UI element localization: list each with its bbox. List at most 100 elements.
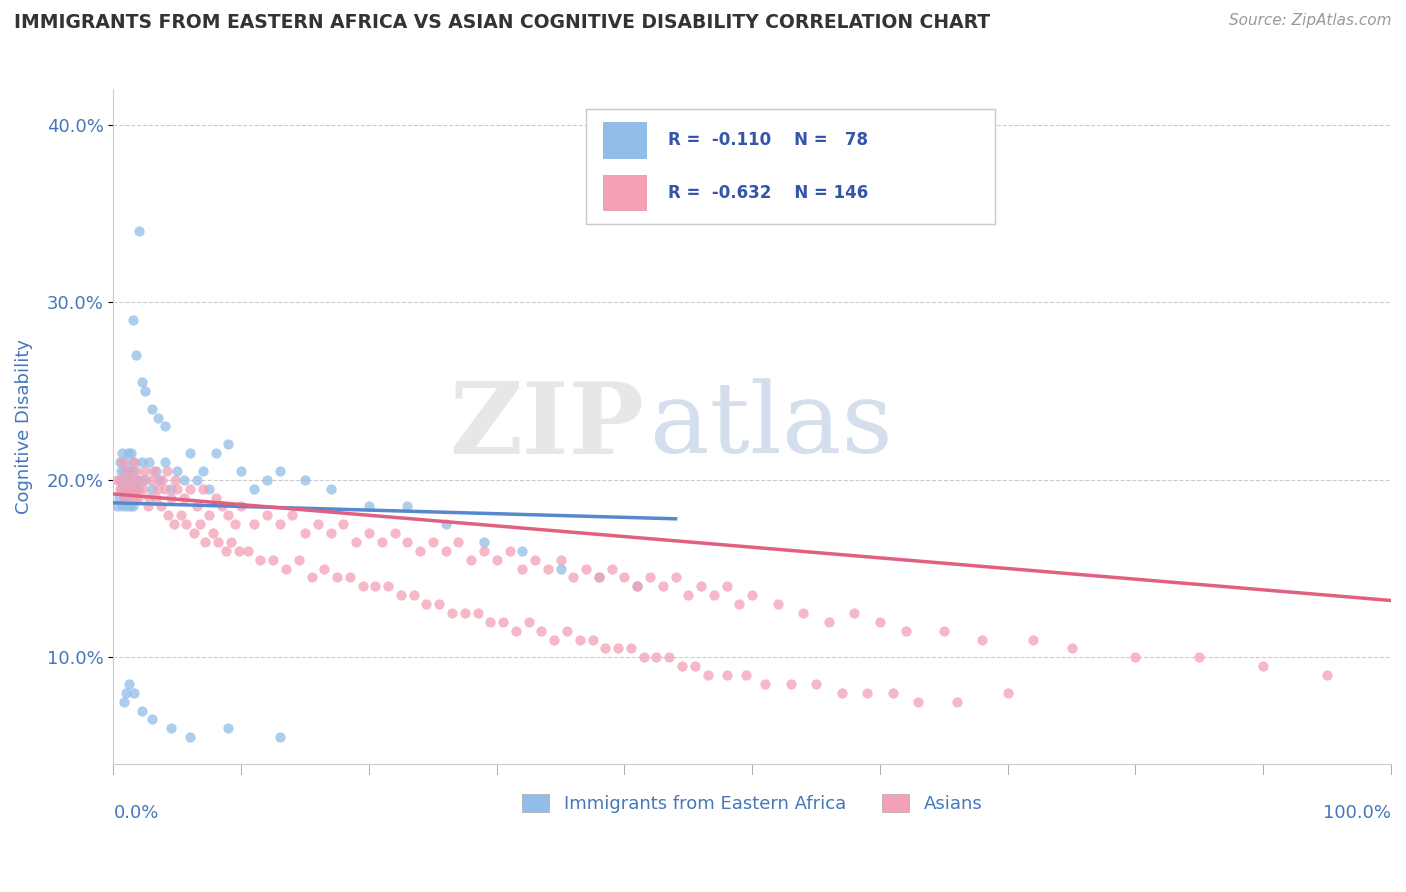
Point	[287, 552, 309, 566]
Point	[472, 543, 495, 558]
Point	[447, 534, 470, 549]
Point	[211, 500, 233, 514]
Point	[179, 730, 201, 744]
Point	[217, 508, 239, 523]
Point	[779, 677, 801, 691]
Point	[114, 482, 136, 496]
Point	[117, 446, 139, 460]
Point	[1251, 659, 1274, 673]
Point	[156, 464, 179, 478]
Point	[364, 579, 387, 593]
Point	[145, 464, 167, 478]
Point	[498, 543, 520, 558]
Point	[332, 517, 354, 532]
Point	[256, 508, 278, 523]
Point	[118, 473, 141, 487]
Text: IMMIGRANTS FROM EASTERN AFRICA VS ASIAN COGNITIVE DISABILITY CORRELATION CHART: IMMIGRANTS FROM EASTERN AFRICA VS ASIAN …	[14, 13, 990, 32]
Point	[434, 543, 457, 558]
Text: ZIP: ZIP	[449, 378, 644, 475]
Point	[131, 473, 153, 487]
Point	[550, 561, 572, 575]
Point	[134, 384, 156, 398]
Point	[422, 534, 444, 549]
Point	[219, 534, 242, 549]
Point	[274, 561, 297, 575]
Point	[150, 473, 173, 487]
Point	[384, 526, 406, 541]
Point	[198, 482, 221, 496]
Point	[115, 473, 138, 487]
Point	[620, 641, 643, 656]
Point	[121, 500, 143, 514]
Point	[148, 482, 170, 496]
Point	[153, 419, 176, 434]
Text: atlas: atlas	[650, 378, 893, 475]
Point	[856, 686, 879, 700]
Point	[972, 632, 994, 647]
Point	[696, 668, 718, 682]
Point	[153, 482, 176, 496]
Point	[818, 615, 841, 629]
Point	[110, 464, 132, 478]
Point	[588, 570, 610, 584]
Point	[269, 730, 291, 744]
Point	[505, 624, 527, 638]
Point	[517, 615, 540, 629]
Point	[108, 473, 131, 487]
Point	[136, 500, 159, 514]
Point	[352, 579, 374, 593]
Point	[120, 482, 142, 496]
Point	[262, 552, 284, 566]
Point	[215, 543, 238, 558]
Point	[377, 579, 399, 593]
Point	[626, 579, 648, 593]
Point	[683, 659, 706, 673]
Point	[454, 606, 477, 620]
Point	[269, 517, 291, 532]
Point	[869, 615, 891, 629]
Point	[243, 517, 266, 532]
Point	[671, 659, 693, 673]
Point	[124, 482, 146, 496]
Point	[122, 686, 145, 700]
Point	[228, 543, 250, 558]
Point	[510, 543, 533, 558]
Point	[479, 615, 502, 629]
Point	[728, 597, 751, 611]
Point	[792, 606, 814, 620]
Point	[907, 695, 929, 709]
Point	[186, 473, 208, 487]
Point	[633, 650, 655, 665]
Point	[127, 491, 149, 505]
Point	[122, 455, 145, 469]
Point	[183, 526, 205, 541]
Point	[121, 464, 143, 478]
Point	[595, 641, 617, 656]
Point	[460, 552, 482, 566]
Point	[166, 464, 188, 478]
Point	[112, 464, 135, 478]
Y-axis label: Cognitive Disability: Cognitive Disability	[15, 339, 32, 514]
Point	[112, 491, 135, 505]
Point	[111, 446, 134, 460]
Point	[108, 482, 131, 496]
Point	[389, 588, 412, 602]
Point	[1022, 632, 1045, 647]
Point	[125, 473, 148, 487]
Point	[396, 500, 419, 514]
Point	[716, 579, 738, 593]
Point	[190, 517, 212, 532]
Point	[217, 721, 239, 735]
Point	[149, 500, 172, 514]
Point	[118, 491, 141, 505]
Point	[107, 491, 129, 505]
Point	[128, 224, 150, 238]
Point	[716, 668, 738, 682]
Point	[543, 632, 565, 647]
Point	[120, 464, 142, 478]
Point	[110, 482, 132, 496]
Point	[160, 491, 183, 505]
Point	[191, 482, 214, 496]
Point	[191, 464, 214, 478]
Point	[148, 410, 170, 425]
